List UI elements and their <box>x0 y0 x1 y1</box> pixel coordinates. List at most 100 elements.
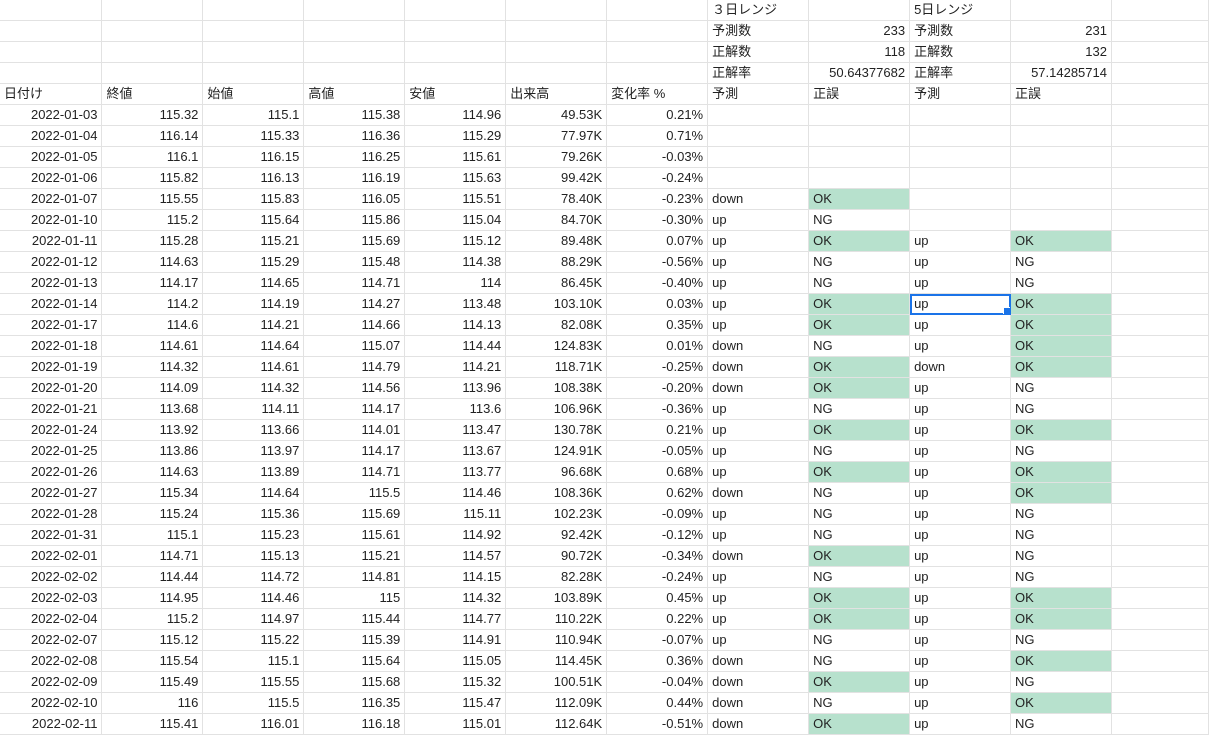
cell-range3-result[interactable]: OK <box>808 356 911 378</box>
cell-date[interactable]: 2022-02-04 <box>0 608 103 630</box>
cell-close[interactable]: 115.82 <box>101 167 204 189</box>
cell-date[interactable]: 2022-01-20 <box>0 377 103 399</box>
cell-change[interactable]: -0.40% <box>606 272 709 294</box>
cell-change[interactable]: -0.04% <box>606 671 709 693</box>
cell-date[interactable]: 2022-02-09 <box>0 671 103 693</box>
cell-range3-pred[interactable] <box>707 104 810 126</box>
cell-open[interactable]: 114.21 <box>202 314 305 336</box>
cell-range5-result[interactable]: OK <box>1010 293 1112 315</box>
cell-close[interactable]: 113.86 <box>101 440 204 462</box>
cell-volume[interactable]: 103.89K <box>505 587 608 609</box>
cell-range3-result[interactable]: OK <box>808 230 911 252</box>
range5-accuracy[interactable]: 57.14285714 <box>1010 62 1112 84</box>
cell-close[interactable]: 114.09 <box>101 377 204 399</box>
cell-range5-pred[interactable]: up <box>909 335 1012 357</box>
cell-range5-result[interactable] <box>1010 209 1112 231</box>
cell[interactable] <box>1010 0 1112 21</box>
cell-close[interactable]: 115.49 <box>101 671 204 693</box>
cell-range3-result[interactable]: OK <box>808 671 911 693</box>
cell[interactable] <box>1111 671 1209 693</box>
cell-high[interactable]: 114.81 <box>303 566 406 588</box>
cell-range5-result[interactable]: NG <box>1010 671 1112 693</box>
cell-range3-result[interactable] <box>808 125 911 147</box>
cell-close[interactable]: 114.63 <box>101 251 204 273</box>
cell[interactable] <box>0 20 103 42</box>
column-header-volume[interactable]: 出来高 <box>505 83 608 105</box>
cell-open[interactable]: 115.13 <box>202 545 305 567</box>
cell-range3-pred[interactable]: down <box>707 692 810 714</box>
cell-range3-result[interactable]: NG <box>808 272 911 294</box>
cell[interactable] <box>303 62 406 84</box>
cell-range5-pred[interactable]: up <box>909 524 1012 546</box>
cell-volume[interactable]: 108.36K <box>505 482 608 504</box>
cell-range3-result[interactable] <box>808 167 911 189</box>
cell-volume[interactable]: 102.23K <box>505 503 608 525</box>
cell-range3-pred[interactable]: up <box>707 503 810 525</box>
cell-range5-pred[interactable] <box>909 209 1012 231</box>
cell-high[interactable]: 115.48 <box>303 251 406 273</box>
range3-correct-label[interactable]: 正解数 <box>707 41 810 63</box>
cell-change[interactable]: -0.24% <box>606 566 709 588</box>
cell-volume[interactable]: 79.26K <box>505 146 608 168</box>
cell-low[interactable]: 115.61 <box>404 146 507 168</box>
cell-high[interactable]: 114.66 <box>303 314 406 336</box>
cell-close[interactable]: 115.28 <box>101 230 204 252</box>
cell-range3-pred[interactable]: up <box>707 566 810 588</box>
cell[interactable] <box>606 62 709 84</box>
cell-volume[interactable]: 82.08K <box>505 314 608 336</box>
cell-change[interactable]: -0.51% <box>606 713 709 735</box>
cell[interactable] <box>101 0 204 21</box>
cell-range3-pred[interactable]: up <box>707 230 810 252</box>
cell[interactable] <box>1111 209 1209 231</box>
cell-change[interactable]: -0.05% <box>606 440 709 462</box>
cell-range5-result[interactable]: NG <box>1010 566 1112 588</box>
range5-correct-label[interactable]: 正解数 <box>909 41 1012 63</box>
cell-high[interactable]: 116.36 <box>303 125 406 147</box>
cell[interactable] <box>303 41 406 63</box>
cell-range5-result[interactable] <box>1010 167 1112 189</box>
cell-open[interactable]: 113.97 <box>202 440 305 462</box>
cell-change[interactable]: 0.21% <box>606 104 709 126</box>
cell-range3-result[interactable]: OK <box>808 545 911 567</box>
cell-range3-pred[interactable]: up <box>707 419 810 441</box>
cell-close[interactable]: 114.44 <box>101 566 204 588</box>
cell-range3-result[interactable]: NG <box>808 209 911 231</box>
cell[interactable] <box>1111 398 1209 420</box>
cell-change[interactable]: 0.45% <box>606 587 709 609</box>
cell-change[interactable]: -0.07% <box>606 629 709 651</box>
cell-range3-result[interactable] <box>808 104 911 126</box>
cell-open[interactable]: 115.23 <box>202 524 305 546</box>
cell[interactable] <box>505 62 608 84</box>
cell-range5-pred[interactable]: up <box>909 608 1012 630</box>
cell-range3-pred[interactable]: up <box>707 314 810 336</box>
cell-close[interactable]: 116.14 <box>101 125 204 147</box>
cell[interactable] <box>1111 566 1209 588</box>
cell-high[interactable]: 116.25 <box>303 146 406 168</box>
cell[interactable] <box>1111 461 1209 483</box>
cell-date[interactable]: 2022-01-07 <box>0 188 103 210</box>
cell[interactable] <box>1111 608 1209 630</box>
cell[interactable] <box>1111 356 1209 378</box>
cell-high[interactable]: 114.27 <box>303 293 406 315</box>
cell-range3-result[interactable]: NG <box>808 629 911 651</box>
cell-high[interactable]: 116.05 <box>303 188 406 210</box>
cell[interactable] <box>1111 20 1209 42</box>
cell-open[interactable]: 115.64 <box>202 209 305 231</box>
cell-range3-result[interactable]: NG <box>808 692 911 714</box>
cell-range5-pred[interactable]: up <box>909 251 1012 273</box>
range5-accuracy-label[interactable]: 正解率 <box>909 62 1012 84</box>
cell-close[interactable]: 114.32 <box>101 356 204 378</box>
cell-change[interactable]: 0.22% <box>606 608 709 630</box>
cell-close[interactable]: 115.12 <box>101 629 204 651</box>
cell-high[interactable]: 114.17 <box>303 440 406 462</box>
cell-range5-pred[interactable]: up <box>909 272 1012 294</box>
cell-open[interactable]: 114.19 <box>202 293 305 315</box>
cell-range5-result[interactable]: OK <box>1010 587 1112 609</box>
cell-range3-result[interactable]: NG <box>808 503 911 525</box>
cell-close[interactable]: 114.2 <box>101 293 204 315</box>
cell-range3-pred[interactable]: down <box>707 650 810 672</box>
cell-range5-pred[interactable]: up <box>909 545 1012 567</box>
cell-open[interactable]: 115.55 <box>202 671 305 693</box>
cell-close[interactable]: 115.32 <box>101 104 204 126</box>
cell-open[interactable]: 114.65 <box>202 272 305 294</box>
